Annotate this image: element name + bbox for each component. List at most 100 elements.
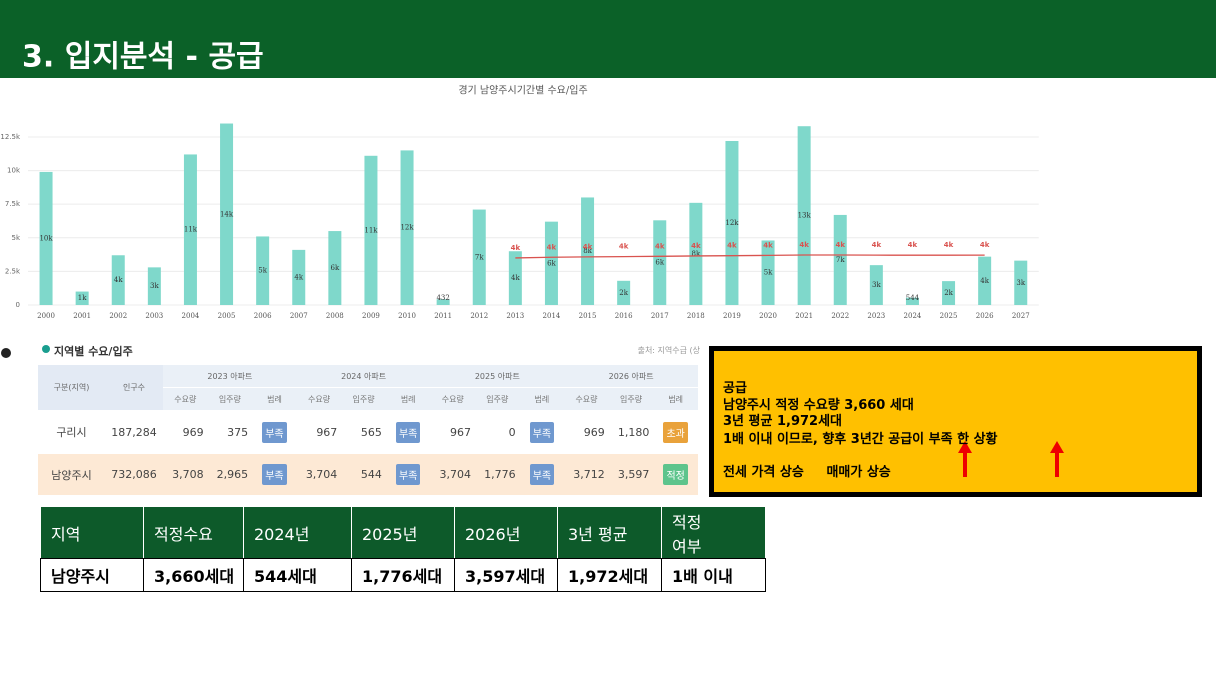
source: 출처: 지역수급 (상 xyxy=(637,346,700,355)
x-tick-label: 2017 xyxy=(651,312,669,320)
bar xyxy=(942,281,956,305)
x-tick-label: 2024 xyxy=(904,312,922,320)
bar xyxy=(833,214,847,305)
bar xyxy=(797,126,811,306)
line-label: 4k xyxy=(547,243,557,251)
x-tick-label: 2019 xyxy=(723,312,741,320)
x-tick-label: 2001 xyxy=(73,312,91,320)
bar-label: 11k xyxy=(364,226,378,234)
status-badge: 초과 xyxy=(663,421,688,443)
cell: 187,284 xyxy=(105,410,163,454)
bar-label: 10k xyxy=(39,234,53,242)
y-tick-label: 5k xyxy=(11,234,20,242)
x-tick-label: 2010 xyxy=(398,312,416,320)
bar xyxy=(725,140,739,305)
bar xyxy=(544,221,558,305)
bar xyxy=(220,123,234,306)
x-tick-label: 2003 xyxy=(145,312,163,320)
x-tick-label: 2026 xyxy=(976,312,994,320)
cell: 3,708 xyxy=(163,454,208,495)
bar xyxy=(689,202,703,305)
bar-label: 3k xyxy=(1016,279,1025,287)
line-label: 4k xyxy=(763,241,773,249)
bar-label: 8k xyxy=(691,250,700,258)
line-label: 4k xyxy=(727,242,737,250)
bar xyxy=(256,236,270,305)
line xyxy=(515,254,985,259)
bar-label: 2k xyxy=(944,289,953,297)
x-tick-label: 2027 xyxy=(1012,312,1030,320)
cell: 부족 xyxy=(252,454,297,495)
bar-label: 4k xyxy=(294,273,303,281)
status-badge: 부족 xyxy=(395,464,421,485)
cell: 375 xyxy=(207,410,253,454)
cell: 2,965 xyxy=(207,454,253,495)
cell: 부족 xyxy=(385,410,431,454)
cell: 967 xyxy=(296,410,342,454)
x-tick-label: 2009 xyxy=(362,312,380,320)
bar-label: 544 xyxy=(906,294,920,302)
bar xyxy=(328,231,342,305)
bar-label: 6k xyxy=(330,264,339,272)
header-cell: 2023 아파트 xyxy=(163,365,297,388)
bar xyxy=(292,249,306,305)
x-tick-label: 2025 xyxy=(940,312,958,320)
x-tick-label: 2004 xyxy=(182,312,200,320)
cell: 565 xyxy=(341,410,386,454)
line-label: 4k xyxy=(583,243,593,251)
cell: 969 xyxy=(564,410,609,454)
bar-label: 5k xyxy=(258,267,267,275)
bar-label: 2k xyxy=(619,289,628,297)
x-tick-label: 2000 xyxy=(37,312,55,320)
header-cell: 2024 아파트 xyxy=(296,365,431,388)
icon xyxy=(1,348,11,358)
header-cell: 2025 아파트 xyxy=(430,365,565,388)
subheader-cell: 입주량 xyxy=(341,387,386,410)
bar-label: 12k xyxy=(725,219,739,227)
x-tick-label: 2006 xyxy=(254,312,272,320)
header-cell: 적정 여부 xyxy=(661,506,766,559)
x-tick-label: 2007 xyxy=(290,312,308,320)
line-label: 4k xyxy=(655,242,665,250)
status-badge: 부족 xyxy=(262,464,287,485)
cell: 남양주시 xyxy=(40,558,144,592)
region-table: 지역별 수요/입주 출처: 지역수급 (상 구분(지역) 인구수 2023 아파트 2… xyxy=(38,338,700,495)
chart-title: 경기 남양주시기간별 수요/입주 xyxy=(458,84,587,97)
header-cell: 2026년 xyxy=(454,506,558,559)
bar xyxy=(508,251,522,305)
bar xyxy=(111,255,125,305)
arrow xyxy=(1050,441,1064,477)
bar xyxy=(147,267,161,305)
cell: 544 xyxy=(341,454,386,495)
line-label: 4k xyxy=(980,241,990,249)
bar-label: 11k xyxy=(184,226,198,234)
table-title: 지역별 수요/입주 xyxy=(54,345,133,358)
line-label: 4k xyxy=(799,241,809,249)
slide-title: 3. 입지분석 - 공급 xyxy=(22,40,264,75)
bar-label: 6k xyxy=(547,259,556,267)
cell: 3,704 xyxy=(296,454,342,495)
subheader-cell: 범례 xyxy=(519,387,565,410)
bar xyxy=(869,265,883,305)
x-tick-label: 2013 xyxy=(506,312,524,320)
x-tick-label: 2005 xyxy=(218,312,236,320)
x-tick-label: 2011 xyxy=(434,312,452,320)
row: 남양주시 3,660세대 544세대 1,776세대 3,597세대 1,972세대 1배 … xyxy=(40,558,766,592)
y-tick-label: 7.5k xyxy=(5,200,21,208)
bar-label: 6k xyxy=(655,259,664,267)
subheader-cell: 수요량 xyxy=(430,387,476,410)
cell: 1,972세대 xyxy=(557,558,662,592)
icon xyxy=(42,345,50,353)
bar-label: 1k xyxy=(78,294,87,302)
subheader-cell: 수요량 xyxy=(163,387,208,410)
line-label: 4k xyxy=(944,241,954,249)
bar-label: 14k xyxy=(220,210,234,218)
x-tick-label: 2016 xyxy=(615,312,633,320)
header-cell: 적정수요 xyxy=(143,506,244,559)
bar-label: 4k xyxy=(980,277,989,285)
bar xyxy=(472,209,486,305)
cell: 969 xyxy=(163,410,208,454)
bar-label: 7k xyxy=(475,253,484,261)
bar-label: 432 xyxy=(436,294,449,302)
header-cell: 지역 xyxy=(40,506,144,559)
